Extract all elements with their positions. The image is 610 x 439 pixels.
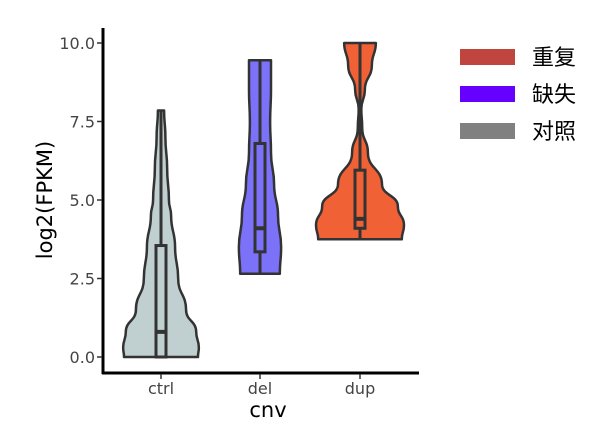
violin-dup bbox=[314, 41, 406, 241]
y-tick-label: 10.0 bbox=[59, 34, 95, 53]
legend-label: 对照 bbox=[532, 120, 576, 145]
box-iqr bbox=[353, 168, 367, 230]
y-tick-label: 7.5 bbox=[70, 113, 95, 132]
legend-label: 重复 bbox=[532, 46, 576, 71]
legend-swatch bbox=[460, 86, 515, 102]
x-tick-label: dup bbox=[345, 379, 375, 398]
legend-swatch bbox=[460, 49, 515, 65]
box-iqr bbox=[154, 244, 168, 359]
legend-label: 缺失 bbox=[532, 83, 576, 108]
legend-swatch bbox=[460, 123, 515, 139]
y-tick-label: 2.5 bbox=[70, 270, 95, 289]
violin-del bbox=[237, 59, 283, 276]
x-axis-label: cnv bbox=[249, 398, 286, 422]
y-tick-label: 5.0 bbox=[70, 191, 95, 210]
y-tick-label: 0.0 bbox=[70, 348, 95, 367]
box-iqr bbox=[253, 141, 267, 254]
x-tick-label: ctrl bbox=[148, 379, 174, 398]
violin-ctrl bbox=[121, 109, 201, 359]
x-tick-label: del bbox=[248, 379, 272, 398]
y-axis-label: log2(FPKM) bbox=[33, 141, 57, 259]
